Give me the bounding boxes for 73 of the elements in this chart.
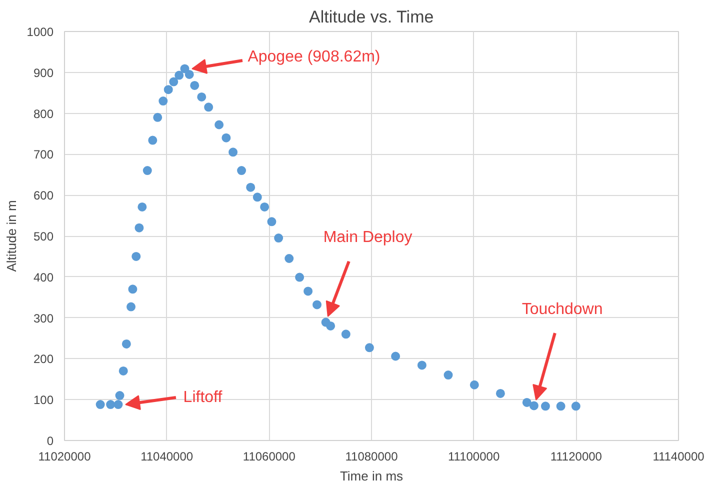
point: [148, 136, 158, 145]
point: [122, 339, 131, 348]
point: [304, 286, 313, 296]
annotation: Touchdown: [522, 300, 603, 318]
point: [222, 133, 231, 142]
point: [134, 223, 144, 232]
x-tick-label: 11120000: [550, 450, 602, 464]
point: [153, 112, 162, 122]
point: [197, 92, 206, 102]
point: [158, 96, 168, 106]
point: [312, 300, 322, 310]
point: [142, 166, 152, 176]
point: [228, 148, 238, 157]
y-tick-label: 600: [33, 188, 54, 203]
point: [417, 360, 426, 370]
point: [204, 102, 214, 112]
x-tick-label: 11140000: [652, 450, 705, 464]
y-tick-label: 800: [33, 106, 54, 121]
point: [556, 402, 566, 411]
point: [214, 120, 224, 130]
point: [114, 400, 123, 409]
y-tick-label: 400: [33, 270, 54, 284]
point: [118, 366, 128, 376]
y-tick-label: 700: [33, 148, 54, 162]
point: [126, 302, 136, 312]
point: [252, 192, 262, 202]
point: [295, 272, 304, 282]
point: [96, 400, 105, 409]
x-tick-label: 11020000: [38, 450, 92, 464]
point: [169, 77, 178, 86]
y-axis-title: Altitude in m: [4, 200, 19, 272]
point: [106, 400, 116, 409]
point: [284, 254, 294, 263]
point: [138, 202, 147, 212]
x-tick-label: 11040000: [140, 450, 194, 464]
point: [115, 391, 124, 400]
annotation: Main Deploy: [323, 229, 412, 246]
point: [529, 401, 538, 410]
y-tick-label: 1000: [26, 25, 54, 39]
point: [174, 70, 184, 80]
annotation: Apogee (908.62m): [248, 48, 380, 66]
y-tick-label: 300: [33, 311, 54, 326]
point: [128, 284, 138, 294]
point: [444, 370, 453, 380]
point: [267, 217, 276, 226]
y-tick-label: 0: [46, 434, 54, 448]
chart-title: Altitude vs. Time: [308, 8, 434, 26]
point: [391, 352, 400, 361]
point: [237, 166, 246, 176]
point: [364, 343, 374, 352]
point: [341, 330, 350, 339]
x-tick-label: 11060000: [242, 450, 296, 464]
x-tick-label: 11080000: [345, 450, 398, 464]
point: [540, 402, 550, 411]
point: [522, 398, 532, 407]
y-tick-label: 900: [33, 66, 54, 80]
y-tick-label: 500: [33, 230, 54, 244]
y-tick-label: 200: [33, 352, 54, 366]
x-tick-label: 11100000: [448, 450, 500, 464]
point: [326, 321, 336, 330]
point: [260, 202, 270, 212]
point: [190, 80, 200, 90]
point: [164, 85, 173, 94]
point: [132, 252, 141, 261]
point: [184, 70, 194, 79]
point: [246, 182, 256, 192]
point: [496, 388, 505, 398]
x-axis-title: Time in ms: [340, 468, 404, 484]
y-tick-label: 100: [33, 393, 54, 408]
point: [274, 234, 284, 243]
point: [571, 402, 580, 411]
annotation: Liftoff: [183, 388, 223, 406]
point: [470, 380, 479, 390]
